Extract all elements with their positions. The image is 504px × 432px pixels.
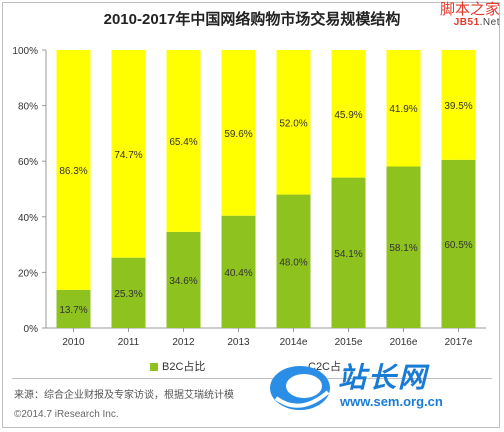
data-label-b2c: 54.1%	[334, 249, 362, 260]
data-label-c2c: 86.3%	[59, 166, 87, 177]
y-tick-label: 60%	[18, 157, 38, 168]
x-tick-label: 2011	[118, 337, 140, 348]
bar-c2c	[386, 50, 421, 167]
bar-b2c	[221, 215, 256, 328]
bar-c2c	[166, 50, 201, 232]
legend-item-b2c: B2C占比	[150, 358, 205, 374]
chart-frame	[2, 2, 500, 428]
data-label-b2c: 48.0%	[279, 257, 307, 268]
y-tick-label: 40%	[18, 213, 38, 224]
bar-b2c	[56, 289, 91, 328]
watermark-bottom: 站长网 www.sem.org.cn	[266, 356, 496, 416]
x-tick-label: 2017e	[445, 337, 473, 348]
watermark-logo-icon	[270, 366, 330, 410]
data-label-b2c: 25.3%	[114, 289, 142, 300]
x-tick-label: 2010	[62, 337, 85, 348]
data-label-b2c: 13.7%	[59, 305, 87, 316]
chart-title: 2010-2017年中国网络购物市场交易规模结构	[103, 11, 401, 28]
bar-c2c	[56, 50, 91, 290]
data-label-c2c: 45.9%	[334, 110, 362, 121]
watermark-top-sub-right: .Net	[479, 16, 500, 28]
bar-c2c	[441, 50, 476, 160]
data-label-c2c: 52.0%	[279, 118, 307, 129]
data-label-b2c: 60.5%	[444, 240, 472, 251]
watermark-top: 脚本之家 JB51.Net	[439, 0, 500, 29]
x-tick-label: 2015e	[335, 337, 363, 348]
bar-c2c	[276, 50, 311, 195]
data-label-c2c: 65.4%	[169, 137, 197, 148]
x-tick-label: 2013	[227, 337, 250, 348]
x-tick-label: 2012	[172, 337, 195, 348]
x-tick-label: 2016e	[390, 337, 418, 348]
data-label-c2c: 41.9%	[389, 104, 417, 115]
bar-b2c	[441, 159, 476, 328]
y-tick-label: 20%	[18, 268, 38, 279]
watermark-bottom-title: 站长网	[338, 361, 429, 394]
watermark-top-subtitle: JB51.Net	[440, 16, 500, 29]
bar-b2c	[331, 177, 366, 328]
x-tick-label: 2014e	[280, 337, 308, 348]
footer-divider	[12, 378, 492, 379]
bar-c2c	[221, 50, 256, 216]
data-label-c2c: 39.5%	[444, 101, 472, 112]
bar-c2c	[111, 50, 146, 258]
watermark-top-sub-left: JB51	[453, 16, 480, 28]
data-label-b2c: 34.6%	[169, 276, 197, 287]
bar-b2c	[276, 194, 311, 328]
bar-b2c	[166, 231, 201, 328]
y-tick-label: 0%	[24, 324, 39, 335]
copyright-note: ©2014.7 iResearch Inc.	[14, 409, 119, 420]
watermark-top-title: 脚本之家	[439, 0, 500, 18]
data-label-c2c: 74.7%	[114, 150, 142, 161]
y-tick-label: 80%	[18, 102, 38, 113]
legend-label-b2c: B2C占比	[162, 361, 206, 373]
y-tick-label: 100%	[12, 46, 38, 57]
data-label-b2c: 40.4%	[224, 268, 252, 279]
stacked-bar-chart: 0% 20% 40% 60% 80% 100% 13.7% 86.3% 2010 25.3% 74.…	[12, 46, 486, 348]
bar-b2c	[111, 257, 146, 328]
legend-swatch-b2c	[150, 363, 158, 372]
data-label-b2c: 58.1%	[389, 243, 417, 254]
source-note: 来源：综合企业财报及专家访谈，根据艾瑞统计模	[14, 390, 234, 401]
bar-c2c	[331, 50, 366, 178]
watermark-bottom-url: www.sem.org.cn	[340, 394, 443, 409]
data-label-c2c: 59.6%	[224, 129, 252, 140]
bar-b2c	[386, 166, 421, 328]
